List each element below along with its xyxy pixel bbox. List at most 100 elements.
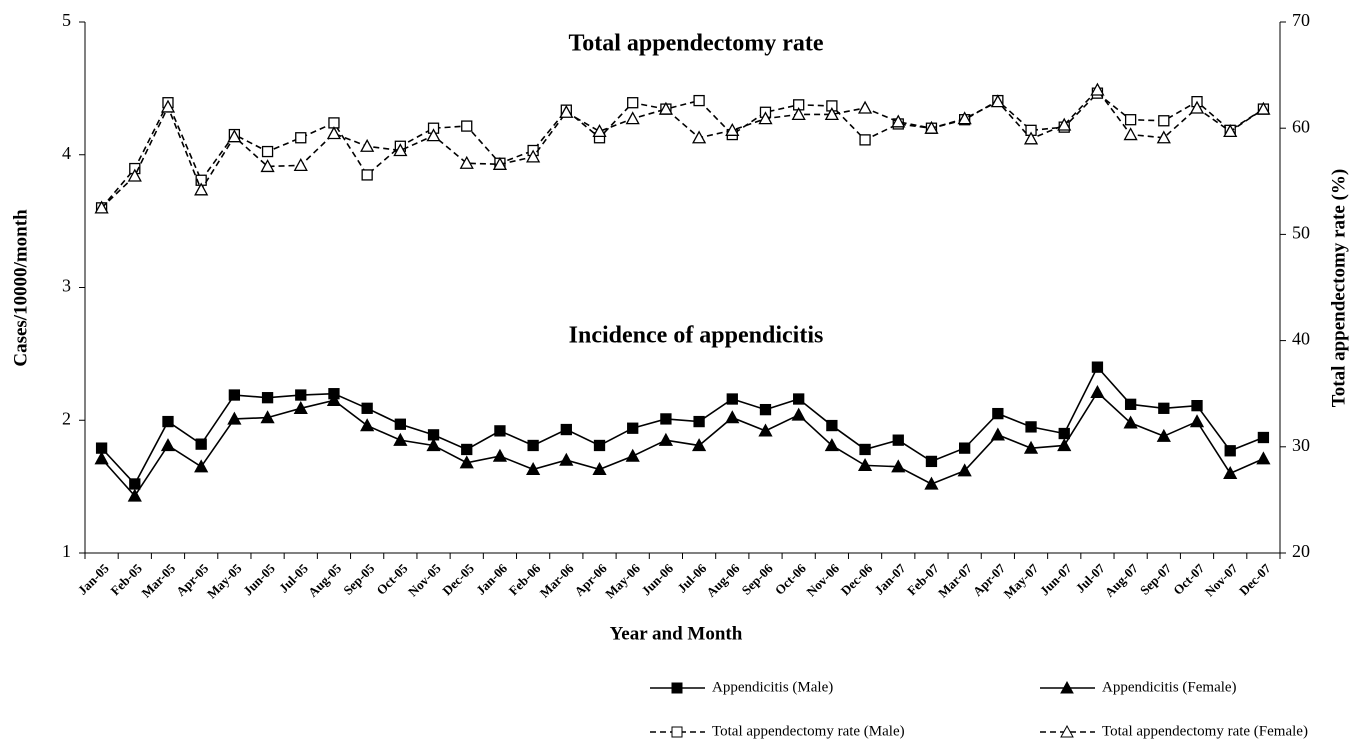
marker [1223, 465, 1238, 480]
marker [1057, 438, 1072, 452]
y2-tick-label: 70 [1292, 10, 1310, 30]
marker [1091, 361, 1104, 373]
marker [1124, 398, 1137, 410]
marker [94, 200, 109, 214]
marker [1058, 427, 1070, 440]
x-tick-label: Dec-06 [838, 560, 876, 598]
marker [692, 438, 707, 452]
marker [1223, 124, 1238, 138]
marker [526, 149, 541, 163]
x-tick-label: May-07 [1001, 560, 1042, 601]
y-axis-title: Cases/10000/month [10, 209, 31, 367]
marker [793, 393, 805, 405]
marker [791, 407, 806, 421]
y2-axis-title: Total appendectomy rate (%) [1328, 169, 1349, 407]
x-tick-label: Aug-05 [305, 560, 345, 600]
marker [1025, 421, 1037, 433]
marker [361, 169, 373, 181]
marker [990, 427, 1005, 441]
marker [326, 126, 342, 140]
x-tick-label: May-05 [204, 560, 245, 601]
x-tick-label: Mar-06 [537, 560, 577, 600]
marker [1189, 100, 1205, 114]
marker [857, 458, 873, 472]
marker [1256, 451, 1271, 465]
marker [1256, 101, 1271, 115]
x-tick-label: Nov-05 [405, 560, 444, 599]
legend-marker [671, 726, 683, 738]
marker [1158, 115, 1170, 127]
marker [260, 410, 275, 424]
marker [129, 478, 141, 490]
y2-tick-label: 30 [1292, 435, 1310, 455]
marker [127, 168, 142, 182]
marker [625, 448, 640, 462]
x-tick-label: Jan-05 [75, 560, 113, 598]
y2-tick-label: 40 [1292, 329, 1310, 349]
marker [859, 134, 871, 146]
x-tick-label: Jun-07 [1037, 560, 1075, 598]
x-tick-label: Aug-06 [703, 560, 743, 600]
legend-marker [1060, 680, 1074, 694]
legend-marker [1060, 724, 1074, 738]
marker [94, 451, 109, 465]
marker [658, 101, 673, 115]
marker [824, 107, 839, 121]
x-tick-label: Dec-05 [439, 560, 477, 598]
marker [1158, 402, 1170, 414]
marker [559, 104, 574, 118]
marker [857, 100, 873, 114]
x-axis-title: Year and Month [610, 623, 743, 644]
annotation: Incidence of appendicitis [569, 323, 824, 349]
marker [759, 403, 772, 416]
marker [160, 99, 176, 113]
annotation: Total appendectomy rate [568, 31, 823, 57]
marker [791, 107, 806, 121]
x-tick-label: Sep-05 [340, 560, 378, 598]
x-tick-label: Sep-07 [1137, 560, 1175, 598]
x-tick-label: Aug-07 [1102, 560, 1142, 600]
y2-tick-label: 50 [1292, 223, 1310, 243]
marker [725, 122, 740, 136]
legend-label: Appendicitis (Female) [1102, 679, 1237, 695]
marker [1023, 131, 1039, 145]
x-tick-label: Jun-05 [240, 560, 278, 598]
x-tick-label: Dec-07 [1236, 560, 1274, 598]
y2-tick-label: 20 [1292, 541, 1310, 561]
x-tick-label: Nov-06 [803, 560, 842, 599]
marker [261, 392, 274, 404]
series-line [101, 365, 1264, 486]
marker [227, 129, 242, 143]
marker [1123, 415, 1138, 429]
marker [1090, 385, 1105, 399]
marker [494, 425, 506, 437]
marker [758, 423, 773, 437]
x-tick-label: Oct-06 [772, 560, 810, 598]
marker [725, 410, 740, 424]
marker [692, 130, 707, 144]
x-tick-label: Jun-06 [638, 560, 676, 598]
y-tick-label: 5 [62, 10, 71, 30]
x-tick-label: Oct-05 [373, 560, 411, 598]
marker [261, 145, 274, 158]
marker [394, 418, 406, 430]
marker [1123, 127, 1138, 141]
marker [1057, 117, 1072, 131]
marker [492, 156, 508, 170]
marker [660, 413, 672, 425]
x-tick-label: Mar-07 [935, 560, 975, 600]
marker [227, 411, 242, 425]
marker [295, 389, 307, 401]
marker [1090, 82, 1105, 96]
marker [293, 400, 308, 414]
marker [1124, 114, 1137, 126]
marker [194, 182, 209, 196]
marker [326, 392, 342, 406]
marker [625, 111, 640, 125]
marker [1156, 130, 1171, 144]
marker [959, 442, 971, 454]
series-line [101, 391, 1264, 498]
legend-marker [671, 682, 683, 694]
marker [693, 415, 705, 428]
marker [1224, 445, 1236, 457]
